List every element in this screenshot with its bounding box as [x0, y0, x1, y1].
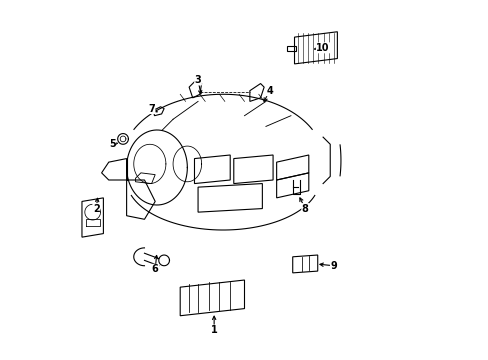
Text: 5: 5 — [109, 139, 116, 149]
Text: 1: 1 — [210, 325, 217, 335]
Text: 4: 4 — [265, 86, 272, 96]
Text: 6: 6 — [151, 264, 158, 274]
Text: 3: 3 — [194, 75, 201, 85]
Text: 10: 10 — [316, 43, 329, 53]
Text: 2: 2 — [93, 203, 100, 213]
Text: 8: 8 — [301, 203, 308, 213]
Text: 7: 7 — [148, 104, 155, 113]
Text: 9: 9 — [330, 261, 337, 271]
